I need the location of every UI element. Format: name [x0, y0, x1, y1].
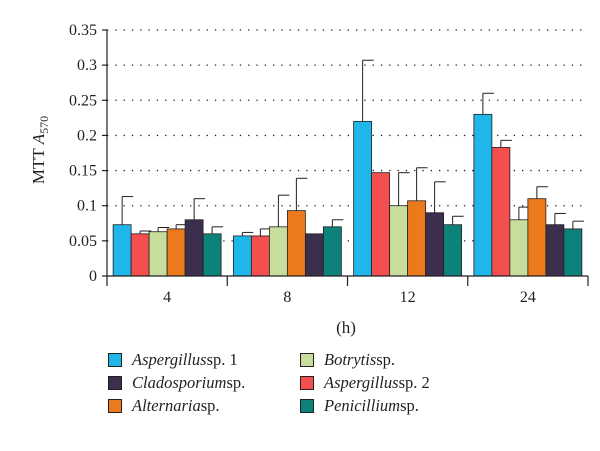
- x-tick-label: 24: [520, 289, 536, 306]
- y-tick-label: 0.35: [69, 22, 97, 39]
- y-tick-label: 0.15: [69, 163, 97, 180]
- y-tick-label: 0.1: [77, 198, 97, 215]
- bar: [232, 235, 252, 277]
- bar: [389, 205, 409, 277]
- y-tick-label: 0.3: [77, 57, 97, 74]
- x-tick-label: 8: [283, 289, 291, 306]
- bar: [148, 231, 168, 277]
- bar: [286, 210, 306, 277]
- x-tick-labels: 4 8 12 24: [163, 289, 536, 306]
- bar: [250, 235, 270, 277]
- bar: [304, 233, 324, 277]
- y-tick-label: 0.25: [69, 92, 97, 109]
- x-tick-label: 4: [163, 289, 171, 306]
- bar: [130, 233, 150, 277]
- gridlines: [107, 29, 588, 242]
- bar: [563, 228, 583, 277]
- bar: [473, 113, 493, 277]
- y-tick-label: 0.05: [69, 233, 97, 250]
- y-axis-label: MTT A570: [29, 116, 51, 184]
- bar: [112, 224, 132, 277]
- bars: [112, 59, 584, 277]
- bar: [322, 226, 342, 277]
- bar: [425, 212, 445, 277]
- bar: [443, 224, 463, 277]
- bar: [491, 146, 511, 277]
- y-tick-label: 0.2: [77, 127, 97, 144]
- y-tick-labels: 0 0.05 0.1 0.15 0.2 0.25 0.3 0.35: [69, 22, 97, 285]
- bar: [527, 198, 547, 277]
- bar: [545, 224, 565, 277]
- bar: [268, 226, 288, 277]
- x-tick-label: 12: [400, 289, 416, 306]
- x-axis-label: (h): [336, 318, 356, 337]
- bar: [166, 228, 186, 277]
- y-tick-label: 0: [89, 268, 97, 285]
- bar: [353, 120, 373, 277]
- bar: [202, 233, 222, 277]
- bar: [371, 172, 391, 277]
- bar: [407, 200, 427, 277]
- bar: [184, 219, 204, 277]
- axes: [102, 29, 589, 286]
- bar: [509, 219, 529, 277]
